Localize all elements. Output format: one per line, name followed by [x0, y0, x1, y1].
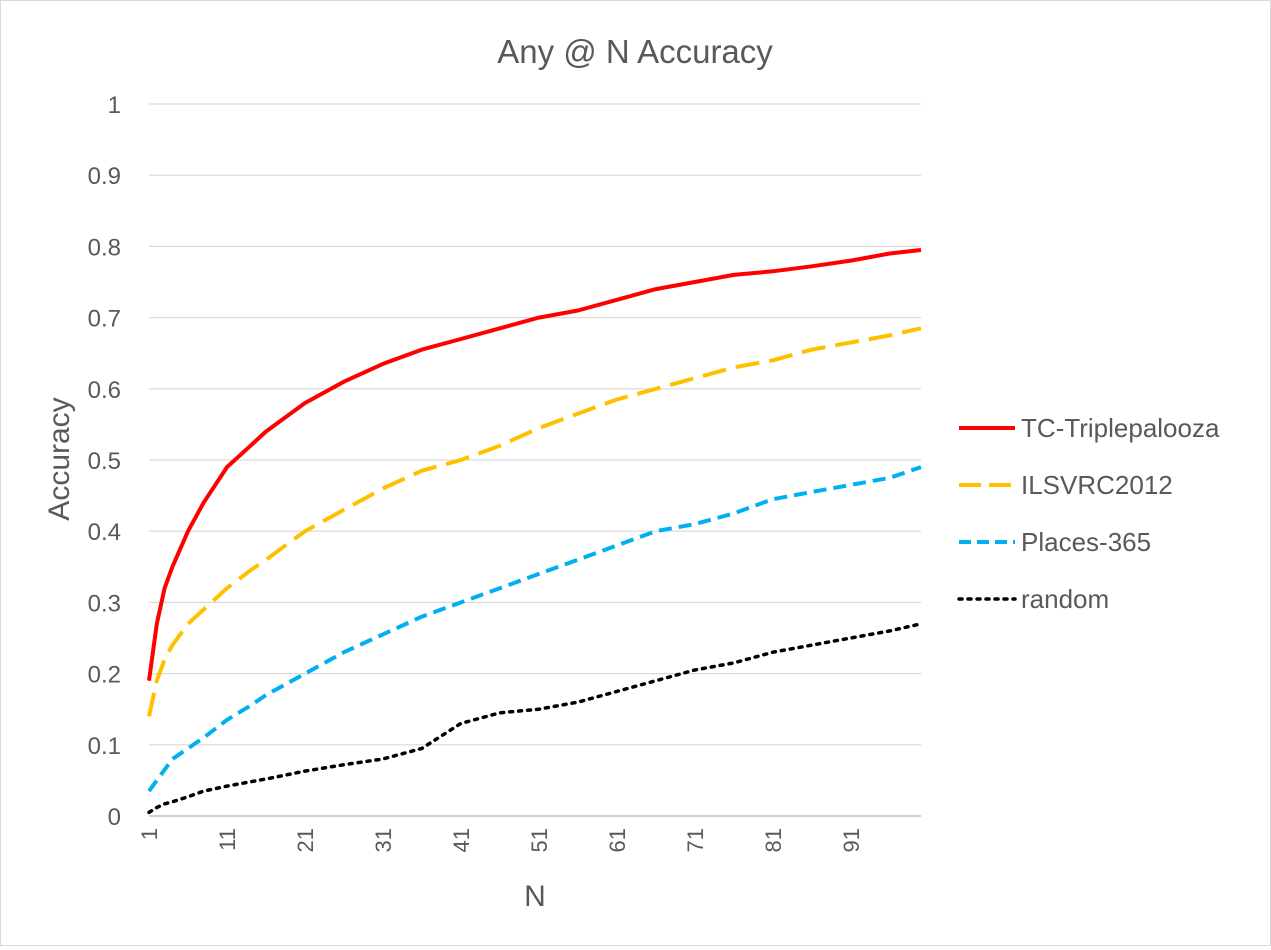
- y-tick-label: 0.6: [88, 377, 121, 404]
- y-tick-label: 0.4: [88, 519, 121, 546]
- y-axis-ticks: 0 0.1 0.2 0.3 0.4 0.5 0.6 0.7 0.8 0.9 1: [88, 92, 121, 831]
- x-tick-label: 61: [605, 828, 630, 852]
- x-tick-label: 31: [371, 828, 396, 852]
- gridlines: [149, 103, 921, 746]
- y-tick-label: 0.1: [88, 733, 121, 760]
- legend: TC-Triplepalooza ILSVRC2012 Places-365 rand…: [957, 413, 1220, 614]
- series-line-random: [147, 622, 923, 815]
- x-tick-label: 11: [215, 828, 240, 851]
- legend-label: TC-Triplepalooza: [1021, 413, 1220, 443]
- x-tick-label: 91: [839, 828, 864, 852]
- y-tick-label: 0.2: [88, 662, 121, 689]
- y-tick-label: 0: [108, 804, 121, 831]
- x-axis-ticks: 1 11 21 31 41 51 61 71 81 91: [137, 828, 864, 852]
- series-line-ilsvrc2012: [147, 326, 922, 717]
- legend-label: random: [1021, 584, 1109, 614]
- y-axis-label: Accuracy: [43, 397, 76, 520]
- series-line-tc-triplepalooza: [147, 248, 922, 681]
- legend-label: ILSVRC2012: [1021, 470, 1173, 500]
- x-axis-label: N: [524, 880, 546, 913]
- y-tick-label: 1: [108, 92, 121, 119]
- x-tick-label: 51: [527, 828, 552, 852]
- chart-title: Any @ N Accuracy: [497, 33, 773, 70]
- series-line-places-365: [147, 465, 922, 793]
- x-tick-label: 71: [683, 828, 708, 852]
- x-tick-label: 21: [293, 828, 318, 852]
- series-lines: [147, 248, 923, 815]
- x-tick-label: 1: [137, 828, 162, 840]
- legend-label: Places-365: [1021, 527, 1151, 557]
- x-tick-label: 41: [449, 828, 474, 852]
- y-tick-label: 0.8: [88, 234, 121, 261]
- x-tick-label: 81: [761, 828, 786, 852]
- y-tick-label: 0.7: [88, 306, 121, 333]
- y-tick-label: 0.9: [88, 163, 121, 190]
- y-tick-label: 0.5: [88, 448, 121, 475]
- y-tick-label: 0.3: [88, 590, 121, 617]
